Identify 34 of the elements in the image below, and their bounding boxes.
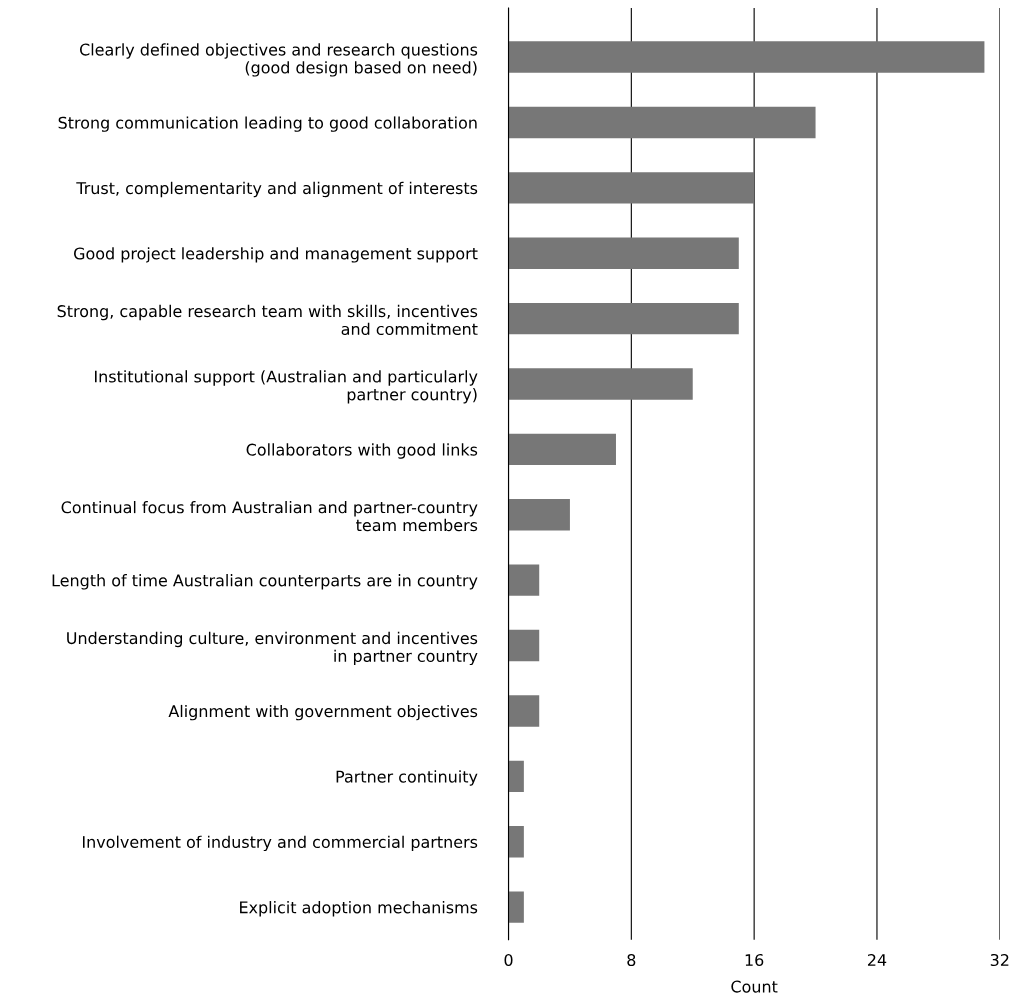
- y-tick-label: Partner continuity: [336, 770, 478, 786]
- bar: [508, 237, 739, 269]
- y-tick-label: Strong communication leading to good collaboration: [58, 116, 477, 132]
- y-tick-label: Explicit adoption mechanisms: [240, 901, 478, 917]
- y-tick-label: Collaborators with good links: [246, 443, 478, 459]
- x-axis-title: Count: [731, 980, 778, 993]
- y-tick-label: Good project leadership and management support: [74, 247, 478, 263]
- bar: [508, 760, 524, 793]
- bar: [508, 826, 524, 858]
- y-tick-label: Clearly defined objectives and research questions (good design based on need): [79, 43, 478, 77]
- y-tick-label: Trust, complementarity and alignment of interests: [76, 181, 478, 198]
- bar: [508, 172, 755, 204]
- bar: [508, 629, 540, 662]
- bar: [508, 695, 540, 727]
- bar: [508, 499, 570, 531]
- y-tick-label: Institutional support (Australian and particularly partner country): [95, 370, 478, 404]
- x-tick-label: 8: [627, 953, 636, 967]
- bar: [508, 891, 524, 923]
- bar: [508, 433, 616, 466]
- bar: [508, 564, 540, 596]
- bar: [508, 41, 985, 73]
- x-tick-label: 16: [745, 953, 764, 967]
- bar: [508, 106, 816, 139]
- bar: [508, 368, 693, 400]
- y-tick-label: Strong, capable research team with skills, incentives and commitment: [57, 304, 478, 336]
- x-tick-label: 24: [867, 953, 887, 966]
- x-tick-label: 32: [990, 953, 1009, 967]
- y-tick-label: Continual focus from Australian and partner-country team members: [61, 500, 478, 532]
- bar: [508, 302, 739, 335]
- x-tick-label: 0: [504, 953, 513, 967]
- y-tick-label: Length of time Australian counterparts are in country: [52, 574, 478, 590]
- y-tick-label: Understanding culture, environment and incentives in partner country: [67, 631, 478, 666]
- y-tick-label: Alignment with government objectives: [168, 704, 478, 721]
- y-tick-label: Involvement of industry and commercial partners: [82, 835, 478, 852]
